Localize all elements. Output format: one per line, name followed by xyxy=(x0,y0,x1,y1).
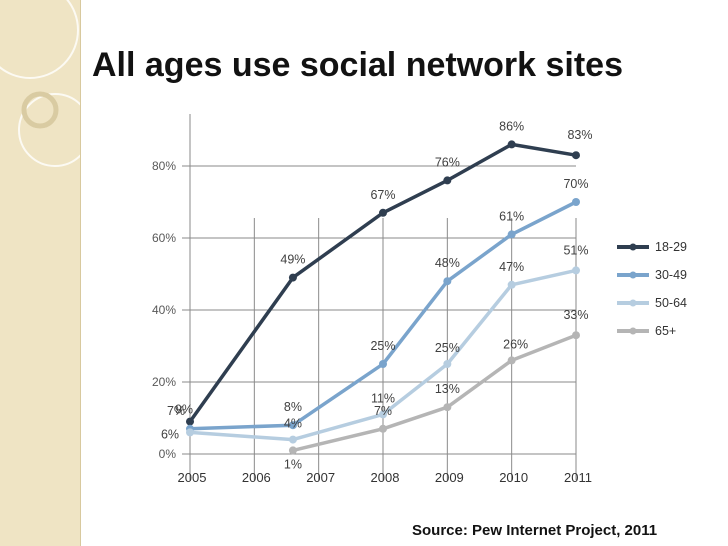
legend-label: 65+ xyxy=(655,324,676,338)
data-label: 13% xyxy=(435,382,460,396)
y-tick-label: 60% xyxy=(152,231,176,245)
x-tick-label: 2011 xyxy=(564,470,592,485)
data-label: 4% xyxy=(284,417,302,431)
data-point xyxy=(288,273,297,282)
data-point xyxy=(507,230,516,239)
data-point xyxy=(379,208,387,217)
series-line xyxy=(188,142,578,424)
data-point xyxy=(507,280,516,289)
data-label: 61% xyxy=(499,209,524,223)
data-label: 11% xyxy=(371,391,395,405)
series-line xyxy=(188,200,578,431)
data-label: 26% xyxy=(503,337,528,351)
series-50-64: 6% 4% 11% 25% 47% 51% xyxy=(161,243,589,444)
x-tick-label: 2010 xyxy=(499,470,528,485)
series-30-49: 7% 8% 25% 48% 61% 70% xyxy=(167,177,589,433)
decorative-circles xyxy=(0,0,80,167)
data-point xyxy=(186,428,194,437)
x-tick-label: 2006 xyxy=(242,470,271,485)
series-65+: 1% 7% 13% 26% 33% xyxy=(284,308,589,471)
data-point xyxy=(379,360,387,368)
data-label: 47% xyxy=(499,260,524,274)
x-tick-label: 2005 xyxy=(178,470,207,485)
data-label: 51% xyxy=(563,243,588,257)
legend-swatch-marker xyxy=(629,299,637,307)
data-point xyxy=(572,198,580,206)
y-tick-label: 40% xyxy=(152,303,176,317)
data-point xyxy=(288,446,297,455)
legend-swatch-marker xyxy=(629,271,637,279)
data-point xyxy=(507,140,516,149)
legend-label: 50-64 xyxy=(655,296,687,310)
data-label: 25% xyxy=(370,339,395,353)
data-label: 7% xyxy=(374,404,392,418)
legend-label: 30-49 xyxy=(655,268,687,282)
data-label: 25% xyxy=(435,341,460,355)
data-point xyxy=(379,424,387,433)
data-point xyxy=(443,176,452,185)
legend-label: 18-29 xyxy=(655,240,687,254)
decorative-side-strip xyxy=(0,0,81,546)
data-label: 76% xyxy=(435,155,460,169)
source-caption: Source: Pew Internet Project, 2011 xyxy=(412,522,658,539)
data-point xyxy=(572,151,580,160)
data-point xyxy=(572,266,580,275)
data-point xyxy=(572,331,580,340)
data-point xyxy=(443,277,452,286)
x-tick-label: 2007 xyxy=(306,470,335,485)
data-label: 1% xyxy=(284,457,302,471)
data-point xyxy=(379,410,387,419)
data-label: 83% xyxy=(567,128,592,142)
x-tick-label: 2009 xyxy=(435,470,464,485)
data-label: 6% xyxy=(161,427,179,441)
x-tick-label: 2008 xyxy=(371,470,400,485)
series-18-29: 9% 49% 67% 76% 86% 83% xyxy=(175,119,593,426)
data-label: 8% xyxy=(284,400,302,414)
page-title: All ages use social network sites xyxy=(92,46,624,84)
data-point xyxy=(443,403,452,412)
data-label: 7% xyxy=(167,404,185,418)
data-label: 49% xyxy=(280,253,305,267)
y-tick-label: 20% xyxy=(152,375,176,389)
data-point xyxy=(507,356,516,365)
legend-swatch-marker xyxy=(629,243,637,251)
data-point xyxy=(288,435,297,444)
data-point xyxy=(443,360,452,368)
data-label: 33% xyxy=(563,308,588,322)
data-label: 48% xyxy=(435,256,460,270)
data-point xyxy=(288,421,297,430)
data-label: 86% xyxy=(499,119,524,133)
series-line xyxy=(188,268,578,442)
data-point xyxy=(186,417,194,426)
y-tick-label: 80% xyxy=(152,159,176,173)
y-tick-label: 0% xyxy=(159,447,177,461)
data-label: 67% xyxy=(370,188,395,202)
data-label: 9% xyxy=(175,403,193,417)
legend-swatch-marker xyxy=(629,327,637,335)
data-label: 70% xyxy=(563,177,588,191)
